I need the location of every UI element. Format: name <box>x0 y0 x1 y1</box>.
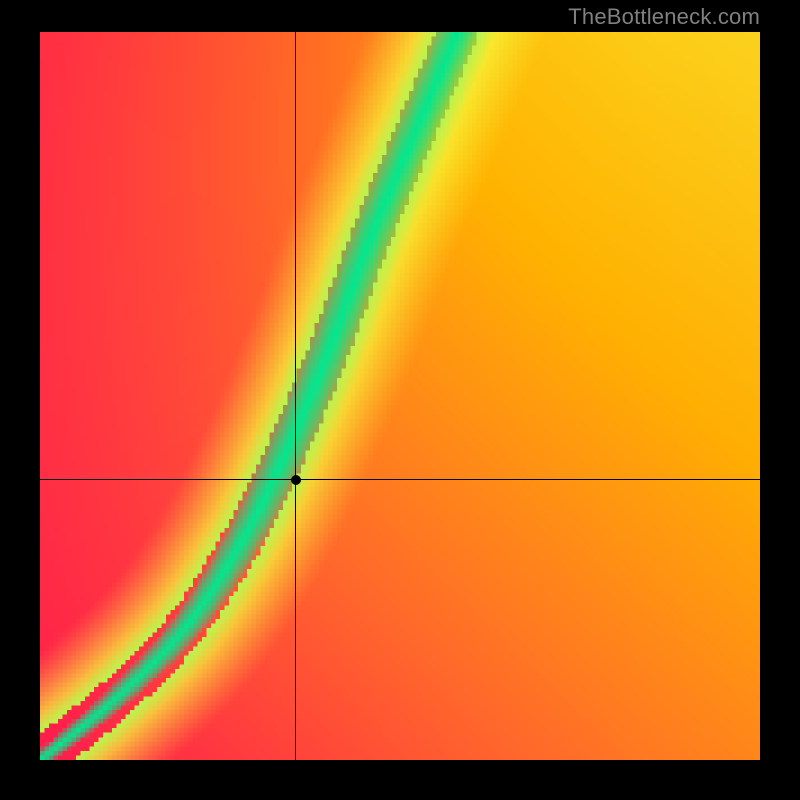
crosshair-horizontal <box>40 479 760 480</box>
crosshair-vertical <box>295 32 296 760</box>
bottleneck-heatmap <box>40 32 760 760</box>
chart-container: TheBottleneck.com <box>0 0 800 800</box>
data-point-marker <box>291 475 301 485</box>
watermark-text: TheBottleneck.com <box>568 4 760 30</box>
